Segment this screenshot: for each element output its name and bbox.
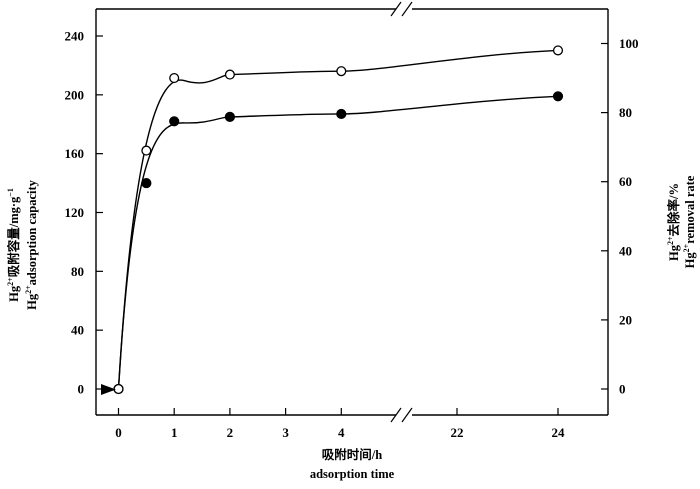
- x-tick-label: 3: [282, 425, 289, 440]
- right-axis-title-cn: Hg2+去除率/%: [666, 183, 681, 261]
- data-points: [113, 45, 564, 395]
- removal-data-point: [169, 73, 180, 84]
- left-axis-ticks: 0 40 80 120 160 200 240: [65, 29, 103, 397]
- removal-data-point: [552, 45, 564, 56]
- left-tick-label: 40: [71, 323, 84, 338]
- axis-break-bottom: [390, 407, 413, 423]
- axis-break-top: [390, 1, 413, 17]
- right-axis-title-en: Hg2+removal rate: [682, 175, 697, 268]
- svg-text:Hg2+去除率/%: Hg2+去除率/%: [666, 183, 681, 261]
- left-tick-label: 80: [71, 264, 84, 279]
- x-tick-label: 22: [451, 425, 464, 440]
- right-axis-ticks: 0 20 40 60 80 100: [601, 36, 639, 397]
- capacity-data-point: [169, 116, 180, 127]
- start-arrow-marker: [101, 384, 116, 395]
- right-tick-label: 0: [619, 382, 626, 397]
- right-tick-label: 20: [619, 312, 632, 327]
- x-tick-label: 0: [115, 425, 122, 440]
- capacity-data-point: [552, 91, 564, 102]
- left-axis-title-cn: Hg2+吸附容量/mg·g−1: [6, 188, 21, 302]
- capacity-fit-curve: [117, 95, 559, 390]
- x-tick-label: 4: [338, 425, 345, 440]
- capacity-data-point: [336, 108, 347, 120]
- svg-text:Hg2+adsorption capacity: Hg2+adsorption capacity: [24, 179, 39, 310]
- x-tick-label: 1: [171, 425, 178, 440]
- capacity-data-point: [141, 177, 152, 189]
- right-tick-label: 100: [619, 36, 639, 51]
- removal-data-point: [113, 383, 124, 395]
- svg-text:Hg2+removal rate: Hg2+removal rate: [682, 175, 697, 268]
- right-tick-label: 80: [619, 105, 632, 120]
- x-axis-ticks: 0 1 2 3 4 22 24: [115, 408, 565, 440]
- left-tick-label: 240: [65, 29, 85, 44]
- x-axis-title-en: adsorption time: [310, 467, 395, 481]
- left-axis-title-en: Hg2+adsorption capacity: [24, 179, 39, 310]
- left-tick-label: 160: [65, 146, 85, 161]
- x-axis-title: 吸附时间/h: [322, 447, 382, 462]
- capacity-data-point: [224, 111, 235, 122]
- removal-data-point: [141, 145, 152, 156]
- x-tick-label: 2: [227, 425, 234, 440]
- svg-text:Hg2+吸附容量/mg·g−1: Hg2+吸附容量/mg·g−1: [6, 188, 21, 302]
- removal-data-point: [336, 66, 347, 77]
- left-tick-label: 200: [65, 87, 85, 102]
- x-tick-label: 24: [552, 425, 566, 440]
- left-tick-label: 0: [78, 382, 85, 397]
- left-tick-label: 120: [65, 205, 85, 220]
- right-tick-label: 60: [619, 174, 632, 189]
- right-tick-label: 40: [619, 243, 632, 258]
- removal-data-point: [224, 69, 235, 80]
